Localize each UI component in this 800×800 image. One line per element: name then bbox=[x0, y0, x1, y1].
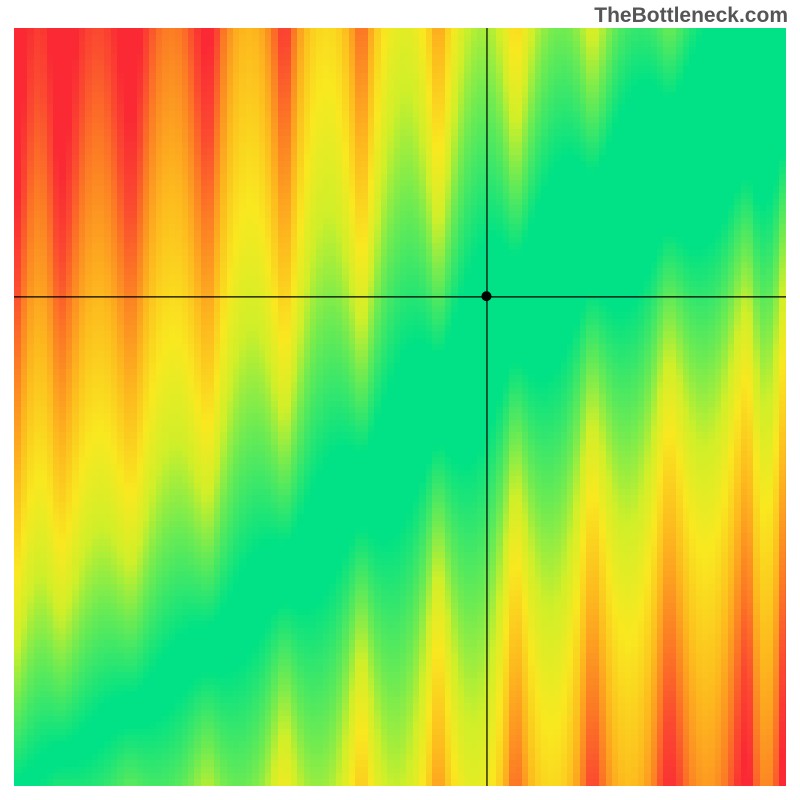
heatmap-chart bbox=[14, 28, 786, 786]
watermark-text: TheBottleneck.com bbox=[594, 4, 788, 28]
heatmap-canvas bbox=[14, 28, 786, 786]
